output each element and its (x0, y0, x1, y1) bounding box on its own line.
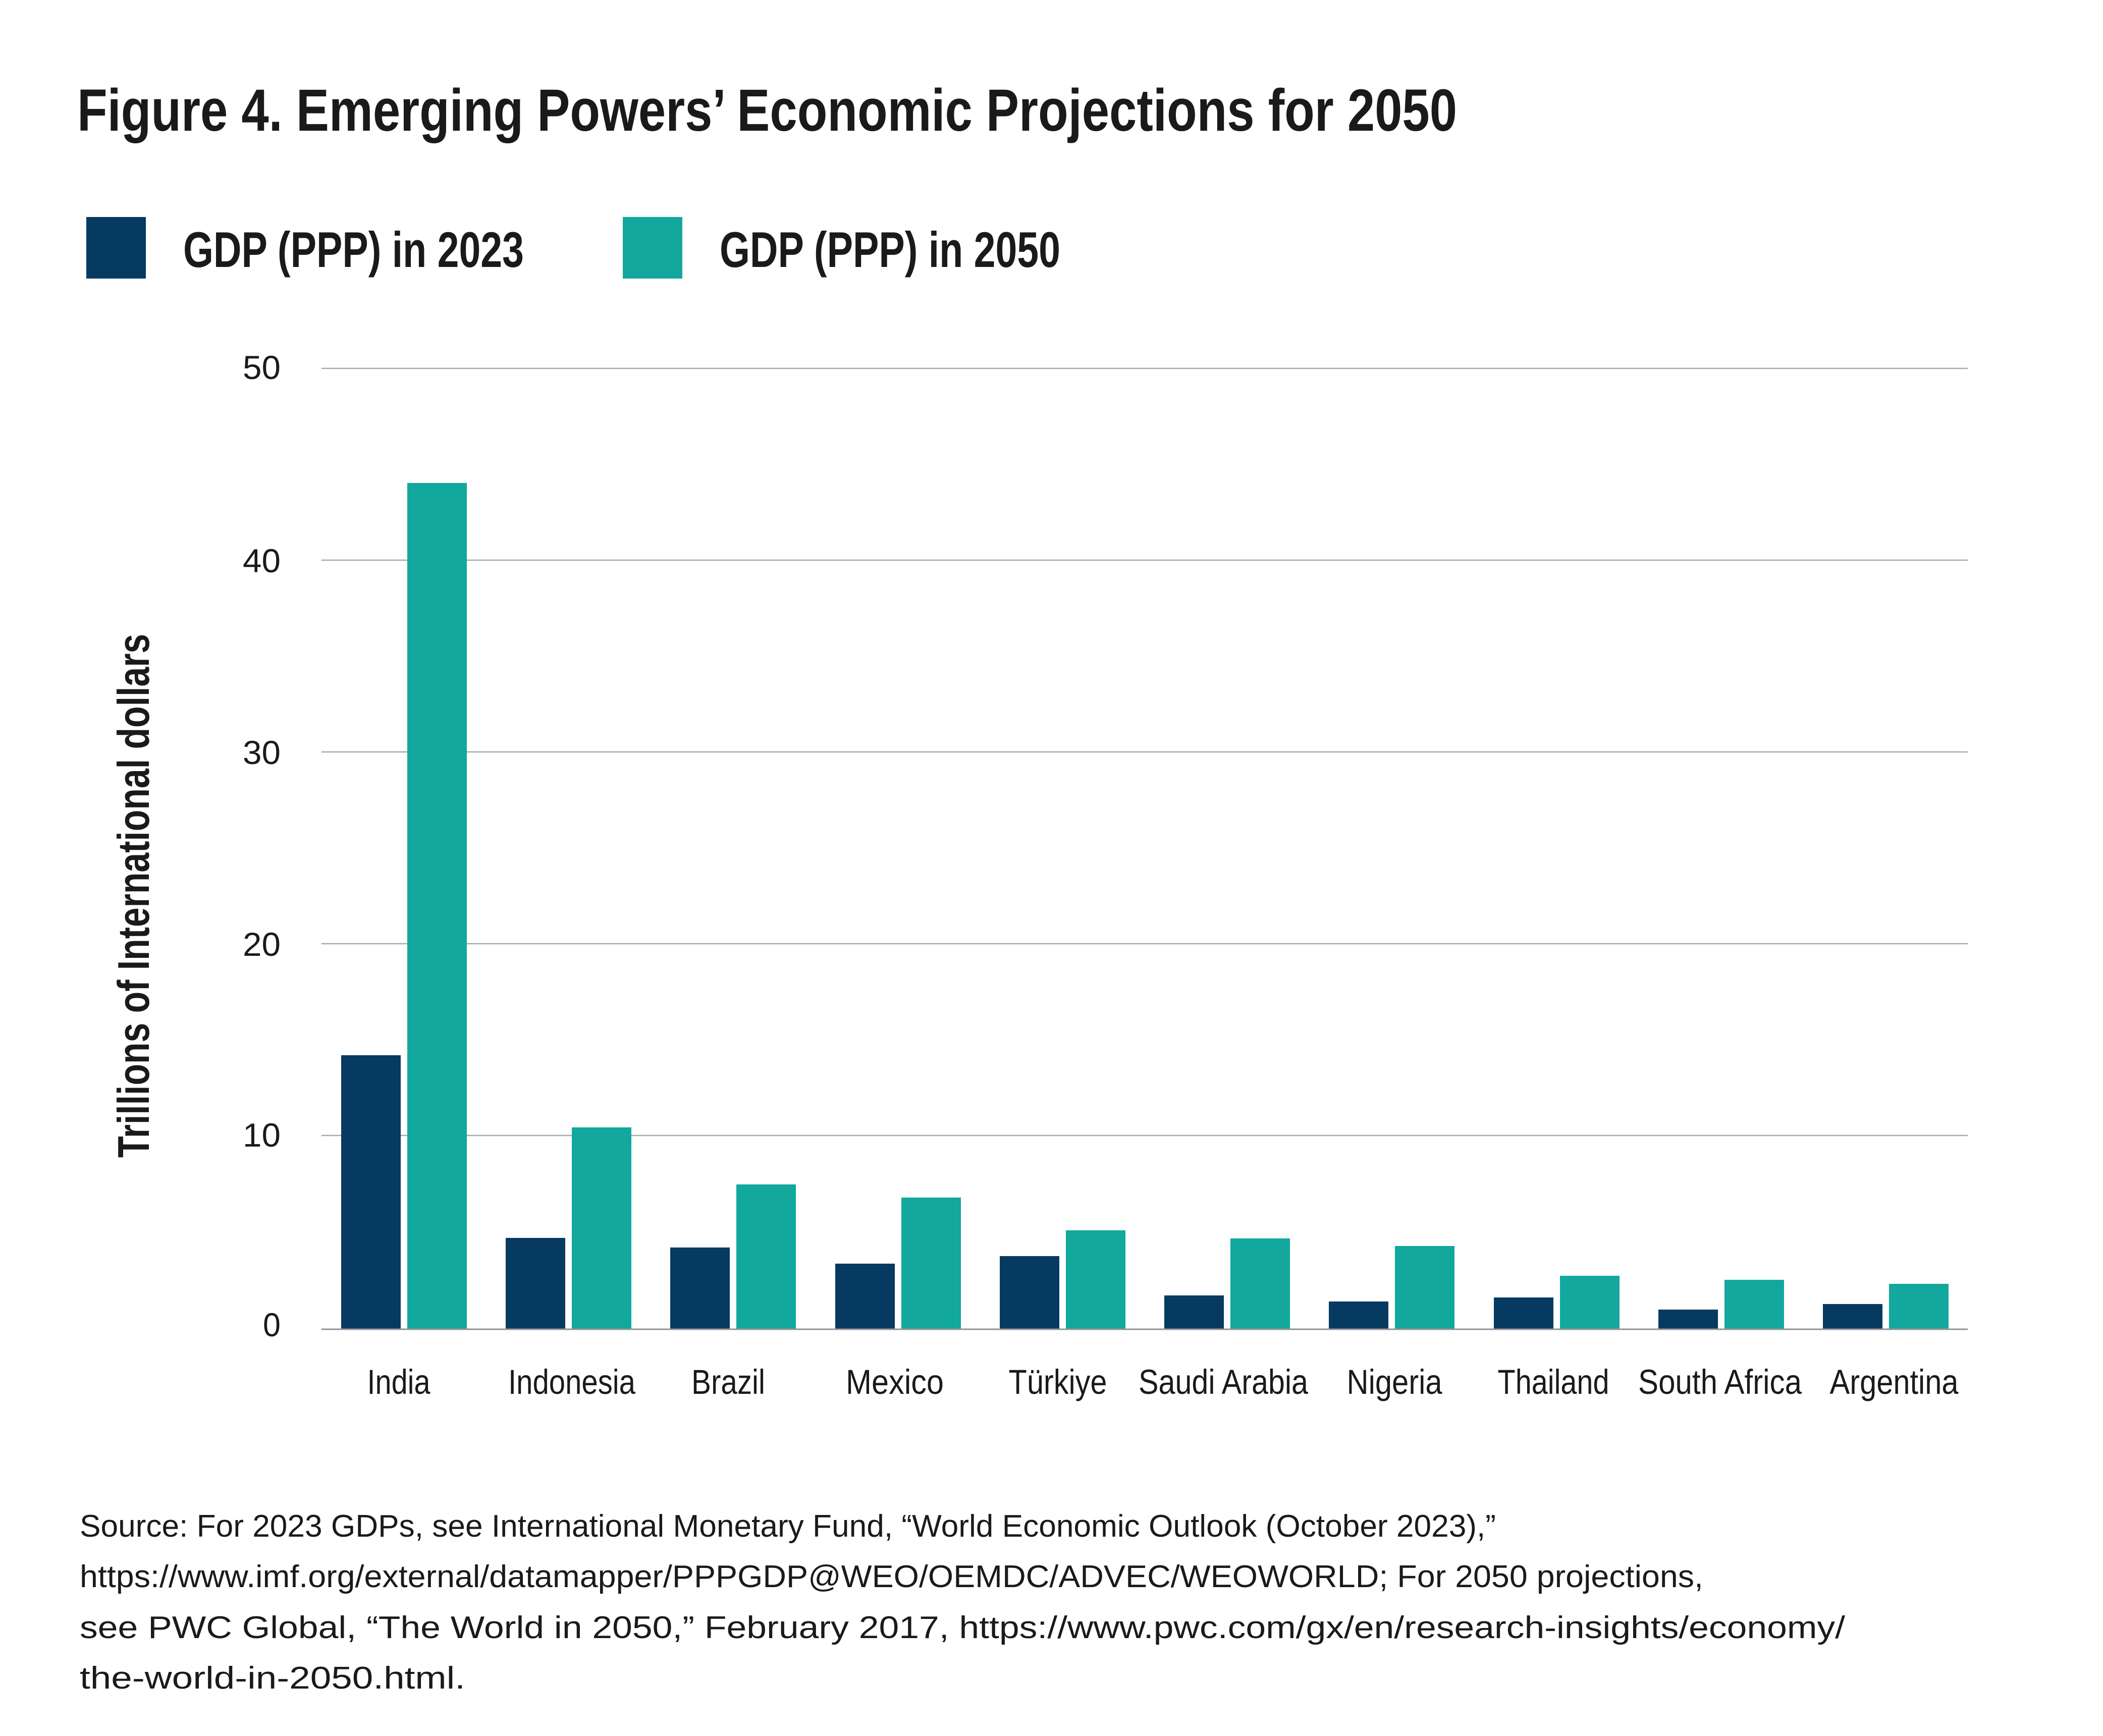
svg-text:10: 10 (243, 1116, 281, 1154)
svg-text:40: 40 (243, 542, 281, 579)
svg-text:0: 0 (263, 1306, 281, 1343)
svg-text:see PWC Global, “The World in: see PWC Global, “The World in 2050,” Feb… (80, 1610, 1846, 1645)
svg-text:Trillions of International dol: Trillions of International dollars (109, 634, 158, 1158)
svg-text:GDP (PPP) in 2023: GDP (PPP) in 2023 (183, 222, 524, 278)
svg-text:the-world-in-2050.html.: the-world-in-2050.html. (80, 1661, 465, 1696)
svg-text:Indonesia: Indonesia (508, 1363, 636, 1401)
svg-text:Argentina: Argentina (1830, 1363, 1959, 1401)
svg-text:Nigeria: Nigeria (1347, 1363, 1443, 1401)
svg-text:Türkiye: Türkiye (1009, 1363, 1107, 1401)
svg-text:30: 30 (243, 734, 281, 771)
svg-text:GDP (PPP) in 2050: GDP (PPP) in 2050 (720, 222, 1060, 278)
svg-text:South Africa: South Africa (1638, 1363, 1802, 1401)
svg-text:India: India (367, 1363, 431, 1401)
svg-text:Mexico: Mexico (846, 1363, 944, 1401)
svg-text:20: 20 (243, 926, 281, 963)
svg-text:Saudi Arabia: Saudi Arabia (1139, 1363, 1309, 1401)
svg-text:Source: For 2023 GDPs, see Int: Source: For 2023 GDPs, see International… (80, 1509, 1496, 1544)
svg-text:Figure 4. Emerging Powers’ Eco: Figure 4. Emerging Powers’ Economic Proj… (77, 77, 1457, 144)
svg-text:50: 50 (243, 349, 281, 386)
svg-text:Thailand: Thailand (1498, 1363, 1609, 1401)
svg-text:Brazil: Brazil (691, 1363, 765, 1401)
svg-text:https://www.imf.org/external/d: https://www.imf.org/external/datamapper/… (80, 1559, 1703, 1594)
